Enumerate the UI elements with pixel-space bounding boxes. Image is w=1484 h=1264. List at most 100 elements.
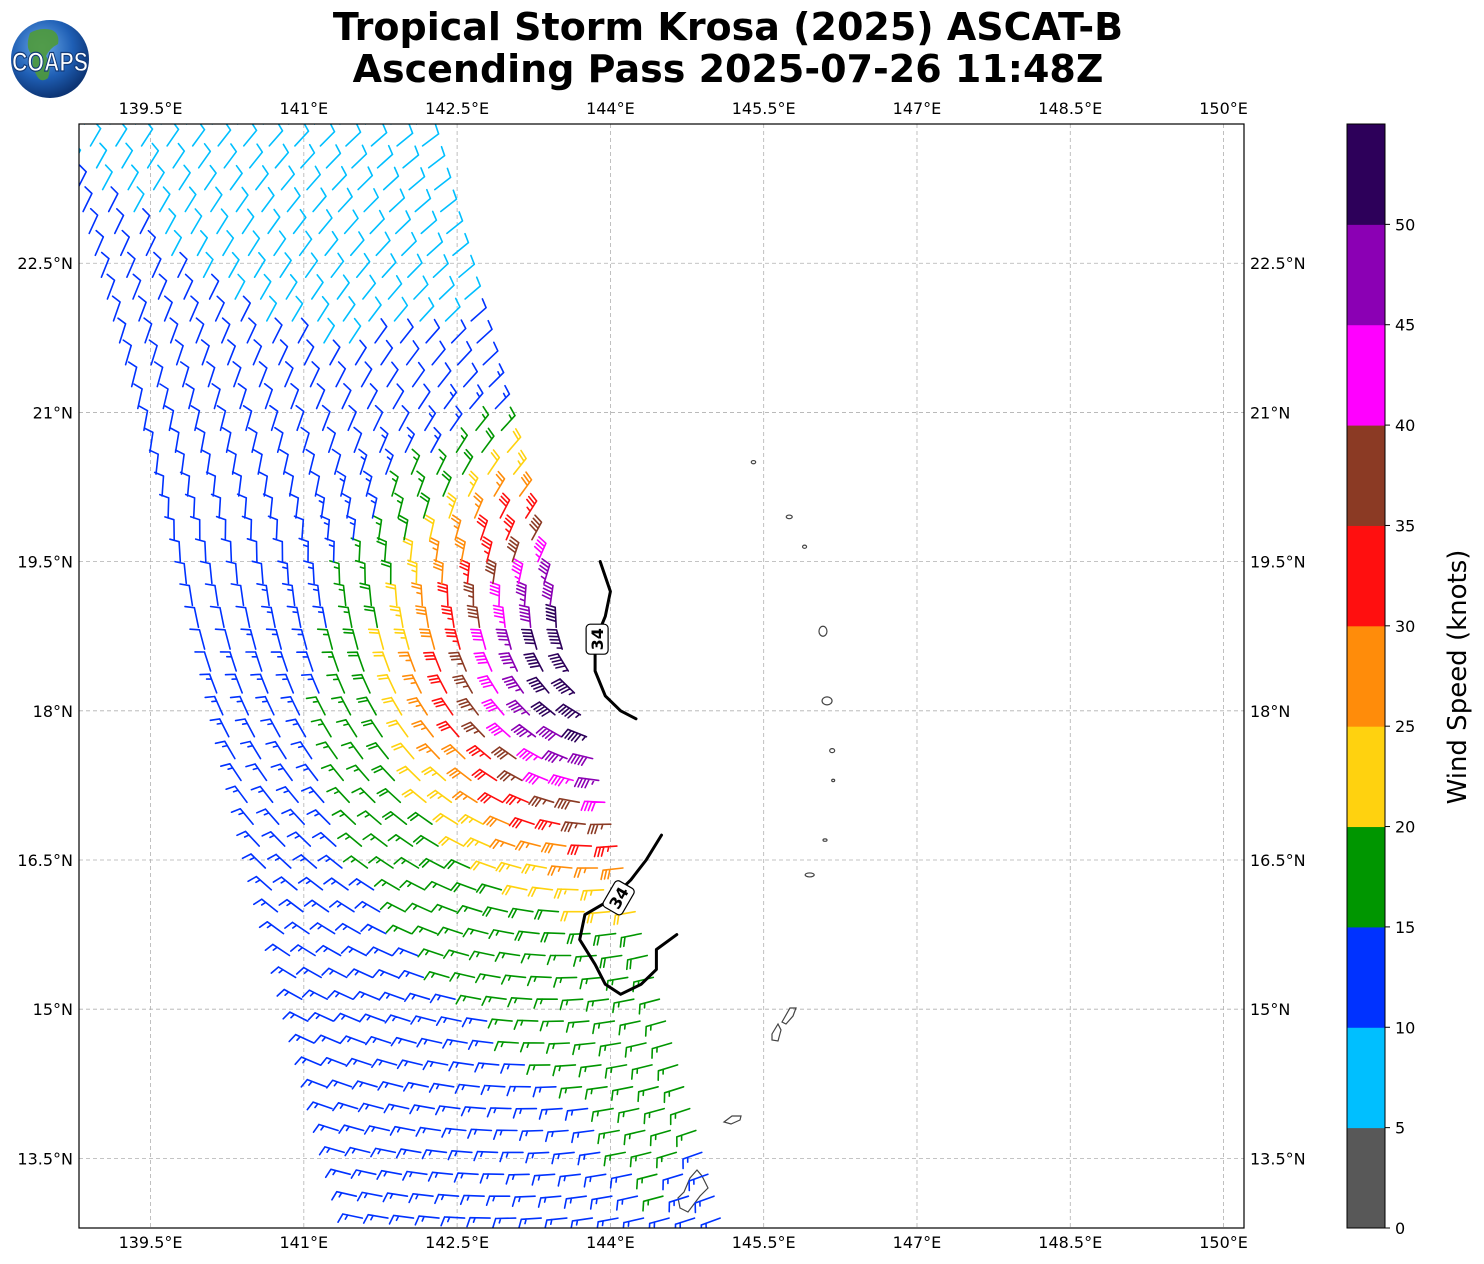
wind-barb: [319, 515, 331, 541]
wind-barb: [331, 696, 352, 716]
wind-barb: [411, 582, 424, 607]
wind-barb: [315, 944, 342, 957]
wind-barb: [190, 208, 203, 235]
wind-barb: [431, 697, 454, 716]
wind-barb: [356, 252, 371, 278]
wind-barb: [368, 856, 394, 869]
wind-barb: [255, 695, 275, 716]
wind-barb: [599, 954, 623, 969]
wind-barb: [346, 515, 357, 541]
wind-barb: [499, 1151, 524, 1163]
wind-barb: [402, 145, 420, 169]
wind-barb: [189, 628, 206, 650]
coaps-logo: COAPS: [11, 20, 89, 98]
wind-barb: [326, 786, 350, 804]
wind-barb: [171, 229, 182, 257]
wind-barb: [492, 1217, 517, 1228]
lat-tick-label-left: 16.5°N: [17, 851, 73, 870]
wind-barb: [276, 988, 303, 1000]
wind-barb: [500, 974, 527, 985]
wind-barb: [329, 900, 355, 913]
wind-barb: [486, 1107, 512, 1118]
wind-barb: [247, 875, 273, 891]
wind-barb: [446, 767, 472, 782]
wind-barb: [332, 1102, 359, 1112]
wind-barb: [256, 583, 270, 607]
wind-barb: [300, 1078, 327, 1088]
wind-34kt-contour: 34 34: [578, 560, 679, 996]
wind-barb: [501, 884, 528, 896]
wind-barb: [612, 998, 635, 1014]
wind-barb: [285, 718, 307, 738]
wind-barb: [337, 605, 353, 629]
wind-barb: [448, 651, 467, 672]
contour-label-box: [585, 623, 609, 655]
wind-barb: [169, 538, 182, 563]
wind-barb: [383, 1103, 410, 1114]
lat-tick-label-left: 21°N: [33, 403, 73, 422]
wind-barb: [405, 340, 420, 366]
wind-barb: [663, 1086, 685, 1104]
wind-barb: [293, 515, 305, 541]
wind-barb: [101, 164, 113, 191]
wind-barb: [362, 274, 377, 300]
wind-barb: [386, 719, 409, 738]
wind-barb: [662, 1173, 684, 1191]
wind-barb: [402, 537, 414, 563]
wind-barb: [446, 492, 457, 519]
wind-barb: [169, 317, 179, 344]
wind-barb: [272, 537, 284, 563]
wind-barb: [172, 142, 186, 169]
wind-barb: [431, 340, 446, 366]
wind-barb: [426, 789, 453, 804]
wind-barb: [573, 867, 599, 878]
wind-barb: [324, 1168, 351, 1179]
wind-barb: [211, 124, 214, 125]
wind-barb: [381, 559, 392, 585]
wind-barb: [363, 188, 379, 213]
wind-barb: [469, 860, 496, 871]
wind-barb: [551, 1151, 575, 1165]
wind-barb: [379, 901, 406, 913]
colorbar-segment: [1347, 1027, 1385, 1129]
wind-barb: [483, 815, 510, 827]
wind-barb: [367, 628, 385, 650]
wind-barb: [506, 1085, 532, 1097]
wind-barb: [204, 695, 224, 716]
wind-barb: [631, 1064, 653, 1080]
wind-barb: [482, 906, 509, 917]
wind-barb: [688, 1173, 709, 1192]
wind-barb: [560, 821, 586, 833]
wind-barb: [533, 536, 547, 563]
wind-barb: [498, 492, 511, 519]
wind-barb: [405, 902, 432, 913]
wind-barb: [126, 251, 136, 278]
wind-barb: [545, 1129, 569, 1143]
wind-barb: [345, 1057, 372, 1067]
wind-barb: [318, 1146, 345, 1156]
wind-barb: [571, 1129, 595, 1144]
wind-barb: [448, 1061, 474, 1072]
wind-barb: [668, 1195, 690, 1213]
wind-barb: [305, 448, 315, 475]
wind-barb: [415, 1126, 442, 1137]
wind-barb: [376, 788, 402, 804]
wind-barb: [164, 405, 175, 432]
wind-barb: [427, 145, 446, 169]
wind-barb: [397, 651, 416, 672]
wind-barb: [240, 628, 257, 650]
wind-barb: [593, 845, 618, 858]
wind-barb: [455, 994, 482, 1005]
wind-barb: [426, 232, 444, 257]
wind-barb: [503, 514, 516, 541]
title-line-2: Ascending Pass 2025-07-26 11:48Z: [353, 47, 1104, 91]
wind-barb: [351, 1080, 378, 1090]
wind-barb: [275, 673, 295, 694]
wind-barb: [436, 448, 447, 475]
wind-barb: [385, 924, 412, 935]
wind-barb: [391, 947, 419, 957]
wind-barb: [434, 167, 452, 191]
wind-barb: [363, 470, 373, 497]
wind-barb: [388, 188, 406, 213]
wind-barb: [143, 317, 153, 344]
